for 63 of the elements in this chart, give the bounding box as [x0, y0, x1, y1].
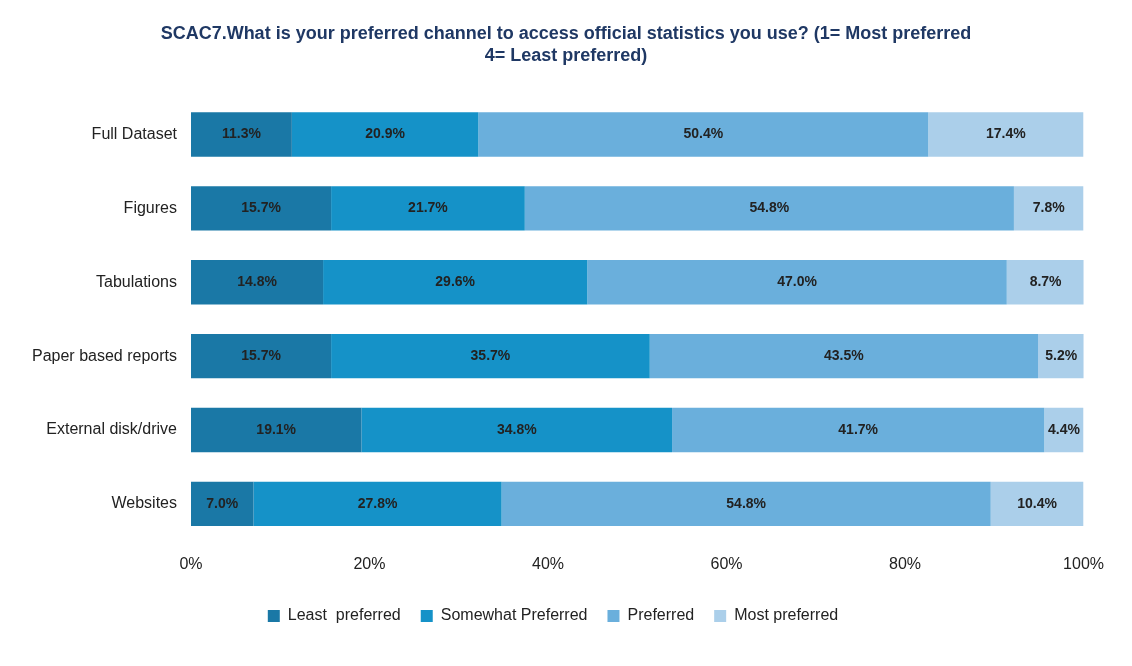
data-label: 5.2%: [1045, 346, 1078, 363]
data-label: 4.4%: [1047, 420, 1081, 437]
data-label: 7.0%: [206, 494, 239, 511]
x-tick-label: 80%: [889, 554, 922, 572]
bar: [291, 112, 479, 157]
data-label: 27.8%: [357, 494, 398, 511]
bar: [190, 481, 254, 527]
bar: [190, 260, 324, 305]
bar: [323, 260, 588, 305]
y-tick-label: Paper based reports: [31, 346, 177, 364]
bar: [190, 112, 292, 157]
bar: [190, 407, 362, 453]
bar: [190, 333, 332, 379]
bar: [331, 333, 650, 379]
chart-title: SCAC7.What is your preferred channel to access official statistics you use? (1= Most preferred 4= Least preferred): [159, 22, 973, 66]
data-label: 17.4%: [986, 125, 1027, 142]
bar: [587, 260, 1007, 305]
bar: [478, 112, 929, 157]
x-tick-label: 60%: [710, 554, 743, 572]
bar: [1006, 260, 1084, 305]
bar: [501, 481, 991, 527]
bar: [928, 112, 1084, 157]
y-tick-label: Websites: [111, 494, 177, 512]
legend-label: Least preferred: [287, 606, 401, 624]
bar: [649, 333, 1039, 379]
bar: [672, 407, 1045, 453]
y-tick-label: External disk/drive: [46, 420, 178, 438]
x-tick-label: 40%: [531, 554, 565, 572]
data-label: 7.8%: [1032, 199, 1066, 216]
bar: [361, 407, 673, 453]
data-label: 41.7%: [838, 420, 879, 437]
data-label: 15.7%: [241, 346, 282, 363]
data-label: 54.8%: [749, 199, 790, 216]
x-tick-label: 20%: [353, 554, 386, 572]
data-label: 50.4%: [683, 125, 724, 142]
bar: [190, 186, 332, 231]
bar: [990, 481, 1084, 527]
data-label: 11.3%: [221, 125, 262, 142]
legend-label: Preferred: [627, 606, 695, 624]
bar: [331, 186, 525, 231]
data-label: 54.8%: [726, 494, 767, 511]
y-tick-label: Figures: [123, 198, 177, 216]
legend-label: Somewhat Preferred: [440, 606, 588, 624]
data-label: 29.6%: [435, 273, 476, 290]
data-label: 10.4%: [1017, 494, 1058, 511]
data-label: 34.8%: [496, 420, 538, 437]
data-label: 43.5%: [824, 346, 865, 363]
bar: [253, 481, 502, 527]
data-label: 47.0%: [777, 273, 818, 290]
y-tick-label: Full Dataset: [91, 124, 178, 142]
x-tick-label: 0%: [179, 554, 203, 572]
data-label: 20.9%: [365, 125, 406, 142]
x-tick-label: 100%: [1063, 554, 1104, 572]
bar: [524, 186, 1014, 231]
legend-label: Most preferred: [734, 606, 839, 624]
data-label: 8.7%: [1029, 273, 1063, 290]
y-tick-label: Tabulations: [96, 272, 177, 290]
data-label: 35.7%: [470, 346, 511, 363]
data-label: 19.1%: [256, 420, 297, 437]
data-label: 14.8%: [237, 273, 278, 290]
bar: [1013, 186, 1084, 231]
data-label: 21.7%: [408, 199, 449, 216]
data-label: 15.7%: [241, 199, 282, 216]
